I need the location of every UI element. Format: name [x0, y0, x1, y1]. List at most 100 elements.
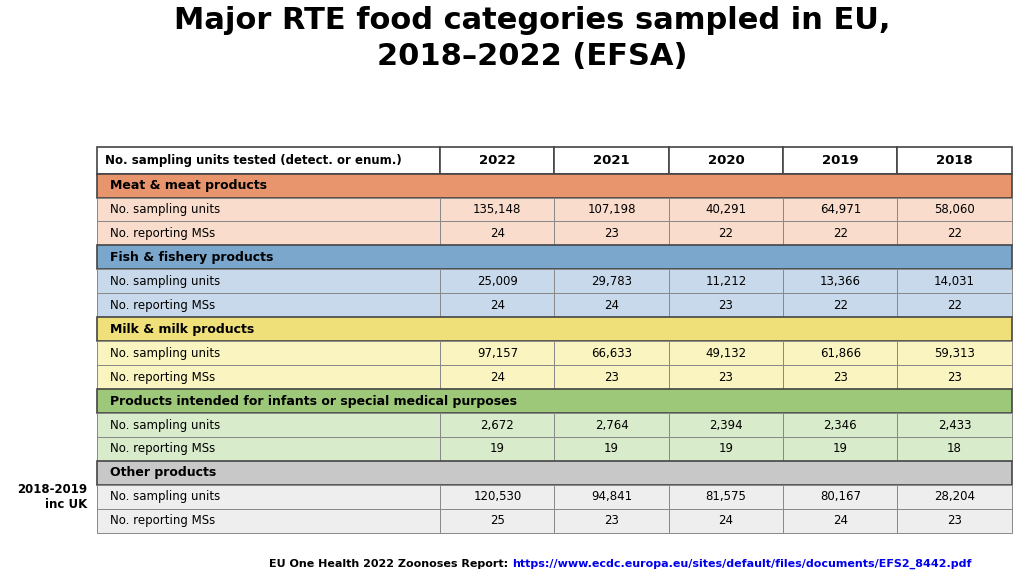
Bar [97, 198, 440, 222]
Bar [897, 413, 1012, 437]
Text: No. sampling units: No. sampling units [110, 490, 220, 503]
Bar [555, 147, 669, 173]
Bar [440, 293, 555, 317]
Text: https://www.ecdc.europa.eu/sites/default/files/documents/EFS2_8442.pdf: https://www.ecdc.europa.eu/sites/default… [512, 559, 972, 569]
Bar [440, 365, 555, 389]
Text: No. reporting MSs: No. reporting MSs [110, 442, 215, 456]
Text: 23: 23 [604, 227, 620, 240]
Bar [669, 293, 783, 317]
Text: No. reporting MSs: No. reporting MSs [110, 370, 215, 384]
Bar [783, 222, 897, 245]
Text: 2018: 2018 [936, 154, 973, 166]
Text: 24: 24 [489, 299, 505, 312]
Text: 18: 18 [947, 442, 962, 456]
Text: 28,204: 28,204 [934, 490, 975, 503]
Bar [555, 365, 669, 389]
Text: 13,366: 13,366 [820, 275, 861, 288]
Text: 19: 19 [604, 442, 620, 456]
Text: 120,530: 120,530 [473, 490, 521, 503]
Bar [440, 222, 555, 245]
Bar [897, 365, 1012, 389]
Bar [669, 341, 783, 365]
Bar [555, 222, 669, 245]
Bar [440, 270, 555, 293]
Bar [897, 270, 1012, 293]
Text: 23: 23 [604, 370, 620, 384]
Text: 81,575: 81,575 [706, 490, 746, 503]
Bar [897, 198, 1012, 222]
Bar [897, 222, 1012, 245]
Text: 40,291: 40,291 [706, 203, 746, 216]
Bar [97, 365, 440, 389]
Text: 107,198: 107,198 [588, 203, 636, 216]
Bar [440, 147, 555, 173]
Bar [440, 413, 555, 437]
Bar [669, 147, 783, 173]
Bar [669, 198, 783, 222]
Bar [440, 198, 555, 222]
Bar [97, 173, 1012, 198]
Text: 24: 24 [489, 227, 505, 240]
Text: 94,841: 94,841 [591, 490, 632, 503]
Text: Major RTE food categories sampled in EU,
2018–2022 (EFSA): Major RTE food categories sampled in EU,… [174, 6, 891, 71]
Text: 2,433: 2,433 [938, 419, 972, 431]
Bar [669, 437, 783, 461]
Bar [555, 485, 669, 509]
Text: 66,633: 66,633 [591, 347, 632, 359]
Text: 2021: 2021 [593, 154, 630, 166]
Text: 22: 22 [719, 227, 733, 240]
Text: 22: 22 [947, 299, 963, 312]
Text: 2,394: 2,394 [710, 419, 742, 431]
Bar [555, 341, 669, 365]
Text: No. sampling units: No. sampling units [110, 347, 220, 359]
Text: 80,167: 80,167 [820, 490, 861, 503]
Text: 11,212: 11,212 [706, 275, 746, 288]
Text: No. reporting MSs: No. reporting MSs [110, 227, 215, 240]
Text: 25: 25 [489, 514, 505, 527]
Bar [97, 509, 440, 533]
Text: 135,148: 135,148 [473, 203, 521, 216]
Bar [97, 341, 440, 365]
Bar [897, 509, 1012, 533]
Bar [440, 437, 555, 461]
Bar [783, 293, 897, 317]
Text: 25,009: 25,009 [477, 275, 518, 288]
Bar [555, 270, 669, 293]
Bar [669, 270, 783, 293]
Bar [783, 413, 897, 437]
Bar [783, 341, 897, 365]
Bar [783, 147, 897, 173]
Text: 22: 22 [833, 227, 848, 240]
Bar [97, 413, 440, 437]
Text: 19: 19 [489, 442, 505, 456]
Bar [97, 147, 440, 173]
Bar [669, 222, 783, 245]
Text: No. sampling units tested (detect. or enum.): No. sampling units tested (detect. or en… [105, 154, 402, 166]
Text: 23: 23 [604, 514, 620, 527]
Text: 29,783: 29,783 [591, 275, 632, 288]
Text: 2018-2019
inc UK: 2018-2019 inc UK [17, 483, 87, 511]
Bar [783, 270, 897, 293]
Bar [97, 222, 440, 245]
Text: Other products: Other products [110, 467, 216, 479]
Text: Products intended for infants or special medical purposes: Products intended for infants or special… [110, 395, 516, 408]
Bar [783, 198, 897, 222]
Text: 19: 19 [833, 442, 848, 456]
Bar [669, 413, 783, 437]
Text: 23: 23 [833, 370, 848, 384]
Bar [897, 293, 1012, 317]
Bar [555, 437, 669, 461]
Bar [897, 147, 1012, 173]
Text: Fish & fishery products: Fish & fishery products [110, 251, 273, 264]
Text: No. sampling units: No. sampling units [110, 275, 220, 288]
Text: Meat & meat products: Meat & meat products [110, 179, 266, 192]
Bar [669, 485, 783, 509]
Text: EU One Health 2022 Zoonoses Report:: EU One Health 2022 Zoonoses Report: [269, 559, 512, 569]
Text: 14,031: 14,031 [934, 275, 975, 288]
Bar [783, 485, 897, 509]
Text: 22: 22 [833, 299, 848, 312]
Text: 2,764: 2,764 [595, 419, 629, 431]
Bar [97, 389, 1012, 413]
Bar [440, 341, 555, 365]
Text: 24: 24 [604, 299, 620, 312]
